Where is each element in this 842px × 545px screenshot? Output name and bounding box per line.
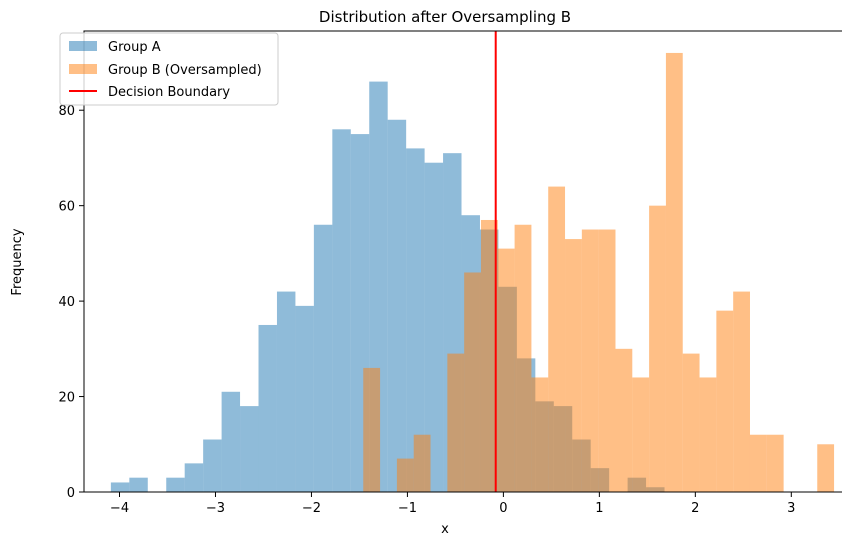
x-tick-label: 0	[499, 501, 507, 516]
group-b-bar	[396, 458, 414, 492]
group-a-bar	[184, 463, 204, 492]
group-b-bar	[682, 353, 700, 492]
group-a-bar	[258, 324, 277, 492]
x-tick-label: −4	[110, 501, 129, 516]
group-b-bar	[447, 353, 465, 492]
group-b-bar	[464, 272, 481, 492]
group-b-bar	[766, 434, 784, 492]
group-b-bar	[598, 229, 616, 492]
plot-frame	[83, 30, 842, 493]
x-axis: −4 −3 −2 −1 0 1 2 3	[110, 492, 795, 516]
group-b-bar	[497, 248, 515, 492]
y-tick-label: 20	[58, 391, 75, 406]
x-tick-label: −3	[206, 501, 225, 516]
group-a-bar	[387, 119, 407, 492]
group-b-bars	[363, 52, 835, 493]
y-tick-label: 40	[58, 295, 75, 310]
group-b-bar	[514, 224, 532, 492]
group-b-bar	[363, 367, 381, 492]
group-b-bar	[733, 291, 750, 492]
x-axis-label: x	[441, 522, 449, 537]
group-a-bar	[110, 482, 130, 492]
group-a-bar	[406, 148, 425, 492]
group-b-bar	[480, 219, 498, 493]
y-tick-label: 80	[58, 104, 75, 119]
group-b-bar	[531, 377, 549, 492]
group-a-bar	[276, 291, 296, 492]
group-b-bar	[413, 434, 431, 492]
group-b-bar	[749, 434, 767, 492]
group-a-bar	[332, 129, 351, 492]
x-tick-label: −2	[302, 501, 321, 516]
group-b-bar	[649, 205, 666, 492]
y-axis: 0 20 40 60 80	[58, 104, 84, 501]
group-b-bar	[699, 377, 717, 492]
chart-title: Distribution after Oversampling B	[319, 8, 571, 26]
group-b-bar	[615, 348, 633, 492]
group-b-bar	[665, 52, 683, 492]
group-b-bar	[632, 377, 650, 492]
legend: Group A Group B (Oversampled) Decision B…	[59, 32, 279, 106]
legend-box	[59, 32, 279, 106]
x-tick-label: 3	[787, 501, 795, 516]
group-b-bar	[716, 310, 734, 492]
y-axis-label: Frequency	[10, 228, 25, 295]
legend-swatch-group-a	[69, 41, 97, 51]
group-b-bar	[581, 229, 599, 492]
legend-label-decision-boundary: Decision Boundary	[108, 85, 230, 100]
legend-swatch-group-b	[69, 64, 97, 74]
x-tick-label: 2	[691, 501, 699, 516]
group-a-bar	[203, 439, 222, 492]
y-tick-label: 60	[58, 200, 75, 215]
group-a-bar	[129, 477, 148, 492]
group-a-bar	[313, 224, 333, 492]
group-b-bar	[817, 444, 835, 492]
group-a-bar	[424, 162, 444, 492]
legend-label-group-b: Group B (Oversampled)	[108, 63, 262, 78]
group-a-bar	[166, 477, 185, 492]
group-a-bar	[295, 305, 314, 492]
x-tick-label: 1	[595, 501, 603, 516]
x-tick-label: −1	[398, 501, 417, 516]
group-b-bar	[565, 239, 582, 492]
legend-label-group-a: Group A	[108, 40, 161, 55]
group-a-bar	[240, 406, 259, 492]
y-tick-label: 0	[67, 486, 75, 501]
group-b-bar	[548, 186, 566, 492]
group-a-bar	[221, 391, 241, 492]
